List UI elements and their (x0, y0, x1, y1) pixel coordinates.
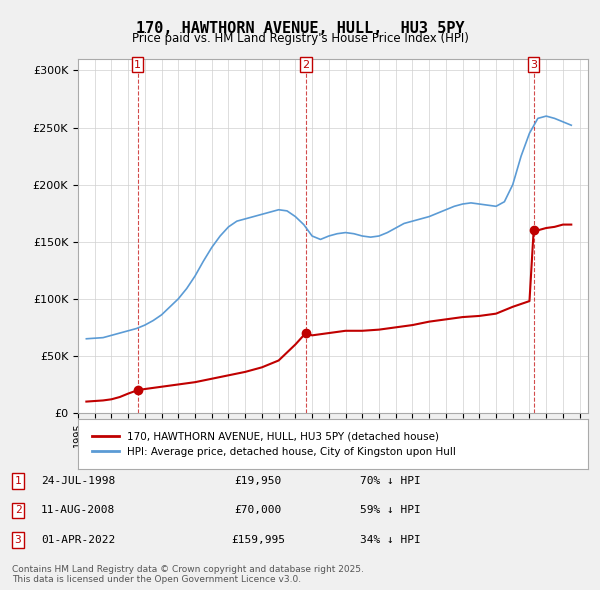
Text: 59% ↓ HPI: 59% ↓ HPI (359, 506, 421, 515)
Text: 24-JUL-1998: 24-JUL-1998 (41, 476, 115, 486)
Legend: 170, HAWTHORN AVENUE, HULL, HU3 5PY (detached house), HPI: Average price, detach: 170, HAWTHORN AVENUE, HULL, HU3 5PY (det… (88, 427, 460, 461)
Text: 2: 2 (302, 60, 310, 70)
Text: 3: 3 (14, 535, 22, 545)
Text: 34% ↓ HPI: 34% ↓ HPI (359, 535, 421, 545)
Text: 2: 2 (14, 506, 22, 515)
Text: Contains HM Land Registry data © Crown copyright and database right 2025.
This d: Contains HM Land Registry data © Crown c… (12, 565, 364, 584)
Text: Price paid vs. HM Land Registry's House Price Index (HPI): Price paid vs. HM Land Registry's House … (131, 32, 469, 45)
Text: £19,950: £19,950 (235, 476, 281, 486)
Text: 170, HAWTHORN AVENUE, HULL,  HU3 5PY: 170, HAWTHORN AVENUE, HULL, HU3 5PY (136, 21, 464, 35)
Text: £70,000: £70,000 (235, 506, 281, 515)
Text: 3: 3 (530, 60, 537, 70)
Text: 1: 1 (14, 476, 22, 486)
Text: 11-AUG-2008: 11-AUG-2008 (41, 506, 115, 515)
Text: 1: 1 (134, 60, 141, 70)
Text: 01-APR-2022: 01-APR-2022 (41, 535, 115, 545)
Text: £159,995: £159,995 (231, 535, 285, 545)
Text: 70% ↓ HPI: 70% ↓ HPI (359, 476, 421, 486)
